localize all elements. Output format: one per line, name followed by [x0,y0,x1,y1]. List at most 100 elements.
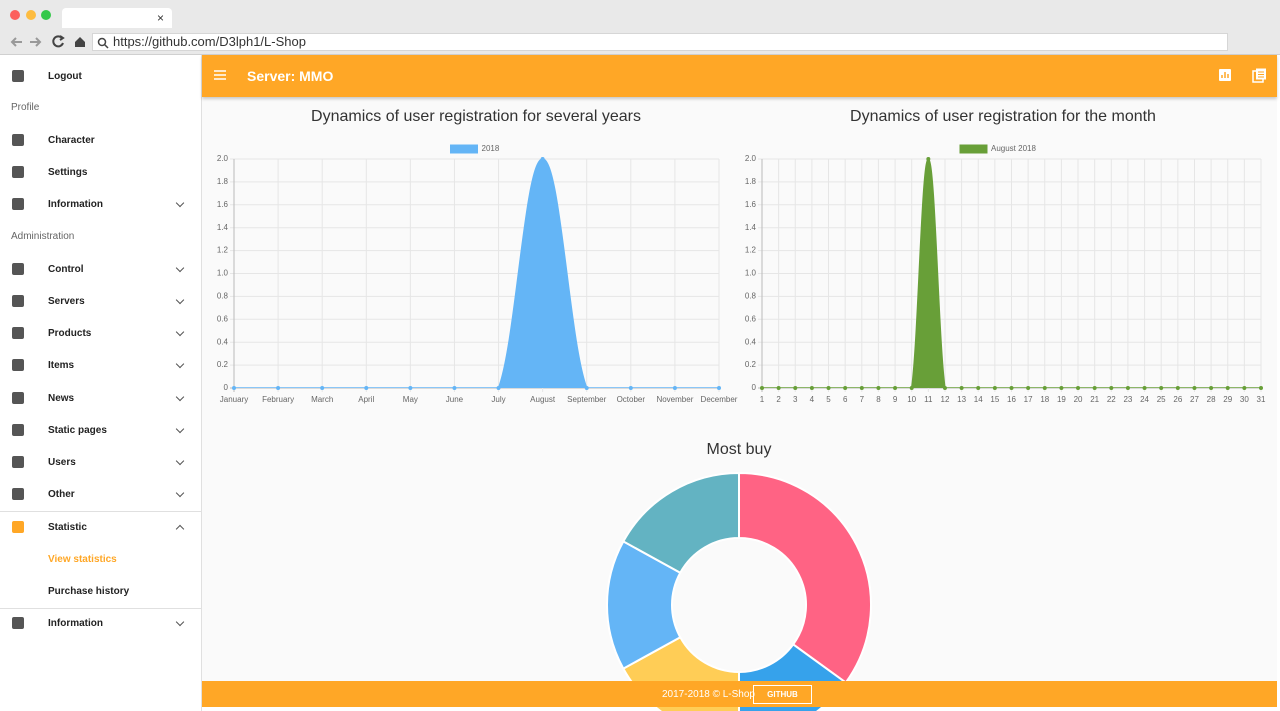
data-point [1242,386,1247,390]
x-tick-label: 19 [1057,395,1066,404]
close-dot[interactable] [10,10,20,20]
x-tick-label: 2 [776,395,781,404]
x-tick-label: 13 [957,395,966,404]
menu-label: View statistics [48,554,117,565]
data-point [843,386,848,390]
data-point [1059,386,1064,390]
y-tick-label: 1.6 [745,200,757,209]
x-tick-label: 21 [1090,395,1099,404]
menu-item[interactable]: Users [0,447,202,477]
x-tick-label: 26 [1173,395,1182,404]
menu-label: Character [48,135,95,146]
search-icon [97,37,109,49]
menu-icon [12,488,24,500]
legend-swatch [450,144,478,154]
stats-button[interactable] [1218,68,1232,82]
section-heading: Administration [11,231,75,242]
menu-icon [12,327,24,339]
chart-title: Dynamics of user registration for the mo… [850,108,1156,125]
y-tick-label: 1.2 [745,246,757,255]
x-tick-label: 17 [1024,395,1033,404]
x-tick-label: 3 [793,395,798,404]
reload-button[interactable] [52,35,65,48]
data-point [959,386,964,390]
x-tick-label: 1 [760,395,765,404]
x-tick-label: 23 [1123,395,1132,404]
menu-item[interactable]: Logout [0,61,202,91]
content [202,97,1277,681]
series-area [234,158,719,388]
x-tick-label: 12 [941,395,950,404]
footer: 2017-2018 © L-Shop GITHUB [202,681,1277,707]
x-tick-label: 18 [1040,395,1049,404]
divider [0,511,202,512]
x-tick-label: 20 [1074,395,1083,404]
menu-item[interactable]: Settings [0,157,202,187]
y-tick-label: 0.6 [745,314,757,323]
doughnut-slice [738,471,872,684]
url: https://github.com/D3lph1/L-Shop [113,34,306,49]
menu-icon [12,263,24,275]
x-tick-label: 6 [843,395,848,404]
menu-item[interactable]: Static pages [0,415,202,445]
github-button[interactable]: GITHUB [753,685,812,704]
data-point [926,157,931,161]
tab-close[interactable]: × [156,11,164,25]
menu-item[interactable]: View statistics [0,544,202,574]
data-point [1009,386,1014,390]
menu-button[interactable] [213,69,227,81]
menu-item[interactable]: Control [0,254,202,284]
legend-label: August 2018 [991,144,1036,153]
menu-icon [12,521,24,533]
home-button[interactable] [75,37,85,47]
menu-icon [12,198,24,210]
x-tick-label: 5 [826,395,831,404]
menu-item[interactable]: Items [0,350,202,380]
data-point [364,386,369,390]
y-tick-label: 1.6 [217,200,229,209]
menu-icon [12,70,24,82]
menu-item[interactable]: Character [0,125,202,155]
menu-item[interactable]: Information [0,189,202,219]
address-bar[interactable]: https://github.com/D3lph1/L-Shop [92,33,1228,51]
y-tick-label: 1.0 [745,269,757,278]
chart-title: Dynamics of user registration for severa… [311,108,641,125]
menu-label: Other [48,489,75,500]
x-tick-label: 11 [924,395,933,404]
menu-item[interactable]: Information [0,608,202,638]
menu-item[interactable]: Statistic [0,512,202,542]
x-tick-label: 25 [1157,395,1166,404]
app-bar: Server: MMO [202,55,1277,97]
x-tick-label: May [403,395,418,404]
y-tick-label: 0.4 [217,337,229,346]
menu-label: Information [48,199,103,210]
menu-item[interactable]: Other [0,479,202,509]
menu-icon [12,617,24,629]
data-point [584,386,589,390]
doughnut-slice [621,471,740,575]
maximize-dot[interactable] [41,10,51,20]
menu-item[interactable]: Products [0,318,202,348]
legend-label: 2018 [482,144,500,153]
menu-item[interactable]: Servers [0,286,202,316]
data-point [1192,386,1197,390]
minimize-dot[interactable] [26,10,36,20]
data-point [408,386,413,390]
server-title: Server: MMO [247,68,334,84]
menu-item[interactable]: News [0,383,202,413]
back-button[interactable] [10,37,22,47]
menu-item[interactable]: Purchase history [0,576,202,606]
x-tick-label: 30 [1240,395,1249,404]
x-tick-label: 15 [990,395,999,404]
data-point [1125,386,1130,390]
data-point [809,386,814,390]
y-tick-label: 1.4 [745,223,757,232]
news-button[interactable] [1252,68,1267,83]
data-point [1175,386,1180,390]
browser-tab[interactable]: × [62,8,172,28]
x-tick-label: November [656,395,693,404]
data-point [452,386,457,390]
forward-button[interactable] [30,37,42,47]
